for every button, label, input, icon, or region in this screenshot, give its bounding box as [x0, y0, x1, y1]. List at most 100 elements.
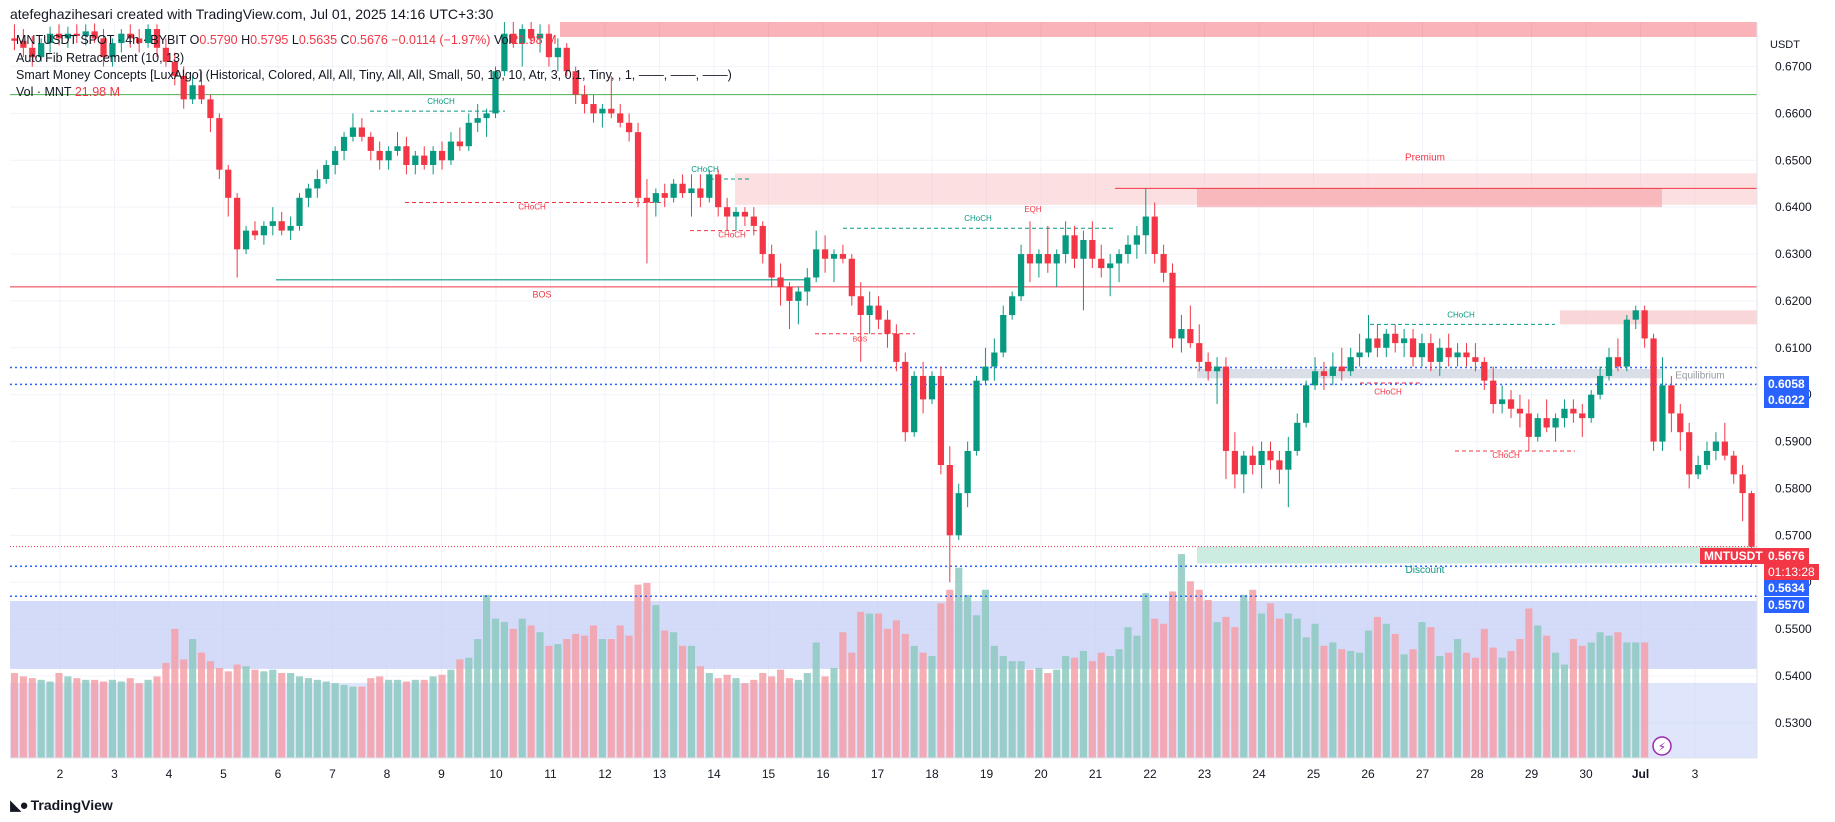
candle-body: [830, 254, 838, 259]
volume-bar: [19, 676, 27, 758]
volume-bar: [1454, 639, 1462, 758]
volume-bar: [1168, 591, 1177, 758]
candle-body: [1507, 399, 1515, 409]
volume-bar: [438, 674, 446, 758]
candle-body: [1249, 455, 1256, 466]
y-tick-label: 0.6400: [1775, 200, 1812, 214]
candle-body: [29, 47, 36, 58]
x-tick-label: 4: [166, 767, 173, 781]
volume-bar: [554, 644, 562, 758]
candle-body: [225, 169, 232, 198]
symbol-name[interactable]: MNTUSDT SPOT · 4h · BYBIT: [16, 33, 187, 47]
price-tag-6058: 0.6058: [1764, 376, 1809, 392]
candle-body: [162, 47, 170, 62]
volume-bar: [1364, 630, 1373, 758]
volume-bar: [126, 678, 134, 758]
price-tag-6022: 0.6022: [1764, 392, 1809, 408]
volume-bar: [1373, 616, 1381, 758]
volume-bar: [10, 673, 19, 758]
candle-body: [1160, 254, 1167, 273]
candle-body: [599, 108, 606, 114]
x-tick-label: 13: [653, 767, 667, 781]
candle-body: [376, 150, 383, 161]
candle-body: [144, 29, 152, 44]
y-tick-label: 0.6600: [1775, 106, 1812, 120]
volume-bar: [785, 678, 794, 758]
candle-body: [1516, 408, 1524, 414]
volume-bar: [1026, 669, 1034, 758]
candle-body: [955, 493, 962, 536]
volume-bar: [393, 679, 402, 758]
volume-bar: [349, 686, 357, 758]
volume-bar: [99, 681, 108, 758]
volume-bar: [509, 628, 517, 758]
volume-bar: [892, 620, 900, 758]
volume-bar: [732, 678, 740, 758]
smc-indicator-legend[interactable]: Smart Money Concepts [LuxAlgo] (Historic…: [16, 68, 732, 82]
time-axis: 2 3 4 5 6 7 8 9 10 11 12 13 14 15 16 17 18 19 20 21 22 23 24 25…: [10, 736, 1757, 781]
volume-bar: [295, 676, 304, 758]
candle-body: [1356, 352, 1363, 358]
volume-bar: [1516, 639, 1524, 758]
candle-body: [11, 38, 18, 41]
choch-label: CHoCH: [691, 165, 719, 174]
volume-bar: [794, 679, 802, 758]
candle-body: [715, 174, 722, 208]
volume-bar: [1008, 661, 1016, 758]
tradingview-brand: TradingView: [30, 797, 113, 813]
volume-bar: [1320, 645, 1328, 758]
tradingview-logo[interactable]: ◣● TradingView: [10, 796, 113, 814]
volume-bar: [972, 615, 981, 758]
symbol-legend[interactable]: MNTUSDT SPOT · 4h · BYBIT O0.5790 H0.579…: [16, 33, 557, 47]
candle-body: [483, 113, 490, 119]
volume-bar: [776, 669, 785, 758]
volume-bar: [1035, 667, 1043, 758]
candle-body: [1525, 413, 1532, 437]
x-tick-label: 15: [762, 767, 776, 781]
candle-body: [171, 61, 178, 76]
candle-body: [581, 94, 588, 105]
volume-bar: [1578, 645, 1586, 758]
candle-body: [1276, 460, 1283, 470]
candle-body: [1196, 343, 1203, 362]
candle-body: [670, 183, 677, 198]
volume-indicator-legend[interactable]: Vol · MNT 21.98 M: [16, 85, 120, 99]
candle-body: [1668, 385, 1675, 414]
volume-bar: [1311, 623, 1319, 758]
volume-bar: [162, 662, 170, 758]
volume-bar: [251, 669, 259, 758]
candle-body: [394, 146, 401, 151]
volume-bar: [1151, 618, 1159, 758]
candle-body: [1080, 239, 1087, 259]
candle-body: [911, 375, 918, 433]
y-tick-label: 0.6500: [1775, 153, 1812, 167]
x-tick-label: 5: [220, 767, 227, 781]
volume-bar: [1044, 673, 1052, 758]
x-tick-label: 16: [816, 767, 830, 781]
volume-bar: [402, 681, 410, 758]
candle-body: [385, 150, 392, 161]
candle-body: [759, 225, 766, 255]
candle-body: [528, 29, 535, 39]
candle-body: [1686, 432, 1693, 475]
candle-body: [536, 33, 544, 39]
annotation-labels: Premium Equilibrium Discount BOS BOS CHoCH CHo…: [427, 97, 1725, 576]
candle-body: [305, 188, 312, 198]
volume-bar: [1569, 639, 1577, 758]
fib-indicator-legend[interactable]: Auto Fib Retracement (10, 13): [16, 51, 185, 65]
candle-body: [430, 150, 437, 165]
candle-body: [1133, 235, 1141, 245]
volume-bar: [1347, 650, 1355, 758]
low-value: 0.5635: [298, 33, 338, 47]
volume-bar: [1275, 618, 1283, 758]
discount-label: Discount: [1406, 565, 1445, 576]
candle-body: [510, 33, 517, 44]
volume-bar: [215, 667, 223, 758]
candle-body: [1498, 399, 1506, 405]
candle-body: [1205, 361, 1212, 372]
candle-body: [1303, 385, 1310, 423]
volume-bar: [358, 686, 366, 758]
x-tick-label: 21: [1089, 767, 1103, 781]
volume-bar: [545, 645, 553, 758]
